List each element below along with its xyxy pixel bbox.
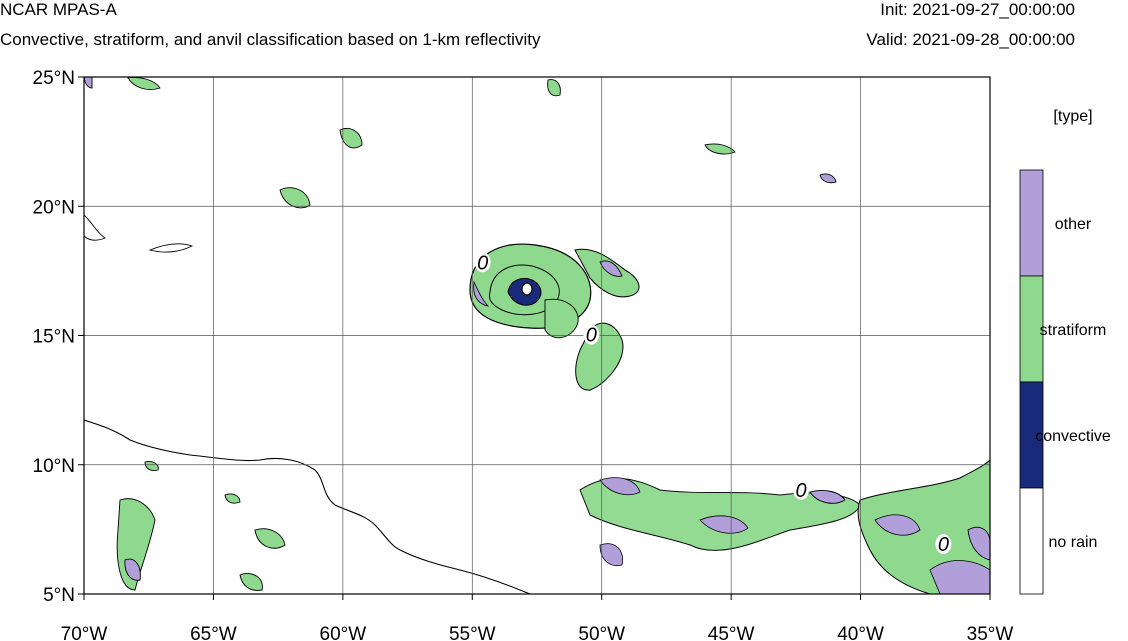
lon-tick-label: 60°W (320, 624, 367, 641)
lat-tick-label: 10°N (33, 456, 75, 477)
contour-label: 0 (795, 480, 806, 502)
lon-tick-label: 45°W (708, 624, 755, 641)
contour-label: 0 (477, 252, 488, 274)
contour-label-bg (935, 534, 952, 555)
lat-tick-label: 15°N (33, 327, 75, 348)
legend-swatch (1019, 487, 1044, 595)
contour-label-bg (583, 324, 600, 345)
lon-tick-label: 55°W (449, 624, 496, 641)
legend: [type] other stratiform convective no rain (1019, 108, 1111, 595)
lat-tick-label: 5°N (43, 585, 75, 606)
lon-axis: 70°W 65°W 60°W 55°W 50°W 45°W 40°W 35°W (61, 594, 1014, 641)
contour-label-bg (474, 252, 491, 273)
precip-fields (84, 77, 990, 594)
legend-title: [type] (1053, 108, 1092, 125)
map-subtitle: Convective, stratiform, and anvil classi… (0, 30, 541, 49)
gridlines (84, 77, 990, 594)
coastline (84, 419, 531, 594)
contour-label: 0 (938, 534, 949, 556)
valid-time: Valid: 2021-09-28_00:00:00 (866, 30, 1075, 49)
contour-label: 0 (586, 325, 597, 347)
init-time: Init: 2021-09-27_00:00:00 (880, 0, 1075, 19)
legend-item-label: no rain (1049, 534, 1098, 551)
legend-item-label: other (1055, 216, 1092, 233)
hurricane-system (469, 243, 640, 391)
lat-tick-label: 20°N (33, 197, 75, 218)
lon-tick-label: 65°W (190, 624, 237, 641)
island-outline (84, 214, 106, 241)
lat-tick-label: 25°N (33, 68, 75, 89)
itcz-band (579, 459, 990, 594)
legend-item-label: stratiform (1040, 322, 1107, 339)
lon-tick-label: 35°W (967, 624, 1014, 641)
legend-item-label: convective (1035, 428, 1111, 445)
contour-labels: 0 0 0 0 (474, 252, 952, 556)
contour-label-bg (793, 479, 810, 500)
scattered-cells (84, 77, 990, 591)
lon-tick-label: 70°W (61, 624, 108, 641)
island-outline (148, 243, 194, 253)
lon-tick-label: 40°W (837, 624, 884, 641)
legend-swatch (1019, 169, 1044, 277)
lat-axis: 25°N 20°N 15°N 10°N 5°N (33, 68, 84, 606)
map-title: NCAR MPAS-A (0, 0, 117, 19)
lon-tick-label: 50°W (578, 624, 625, 641)
